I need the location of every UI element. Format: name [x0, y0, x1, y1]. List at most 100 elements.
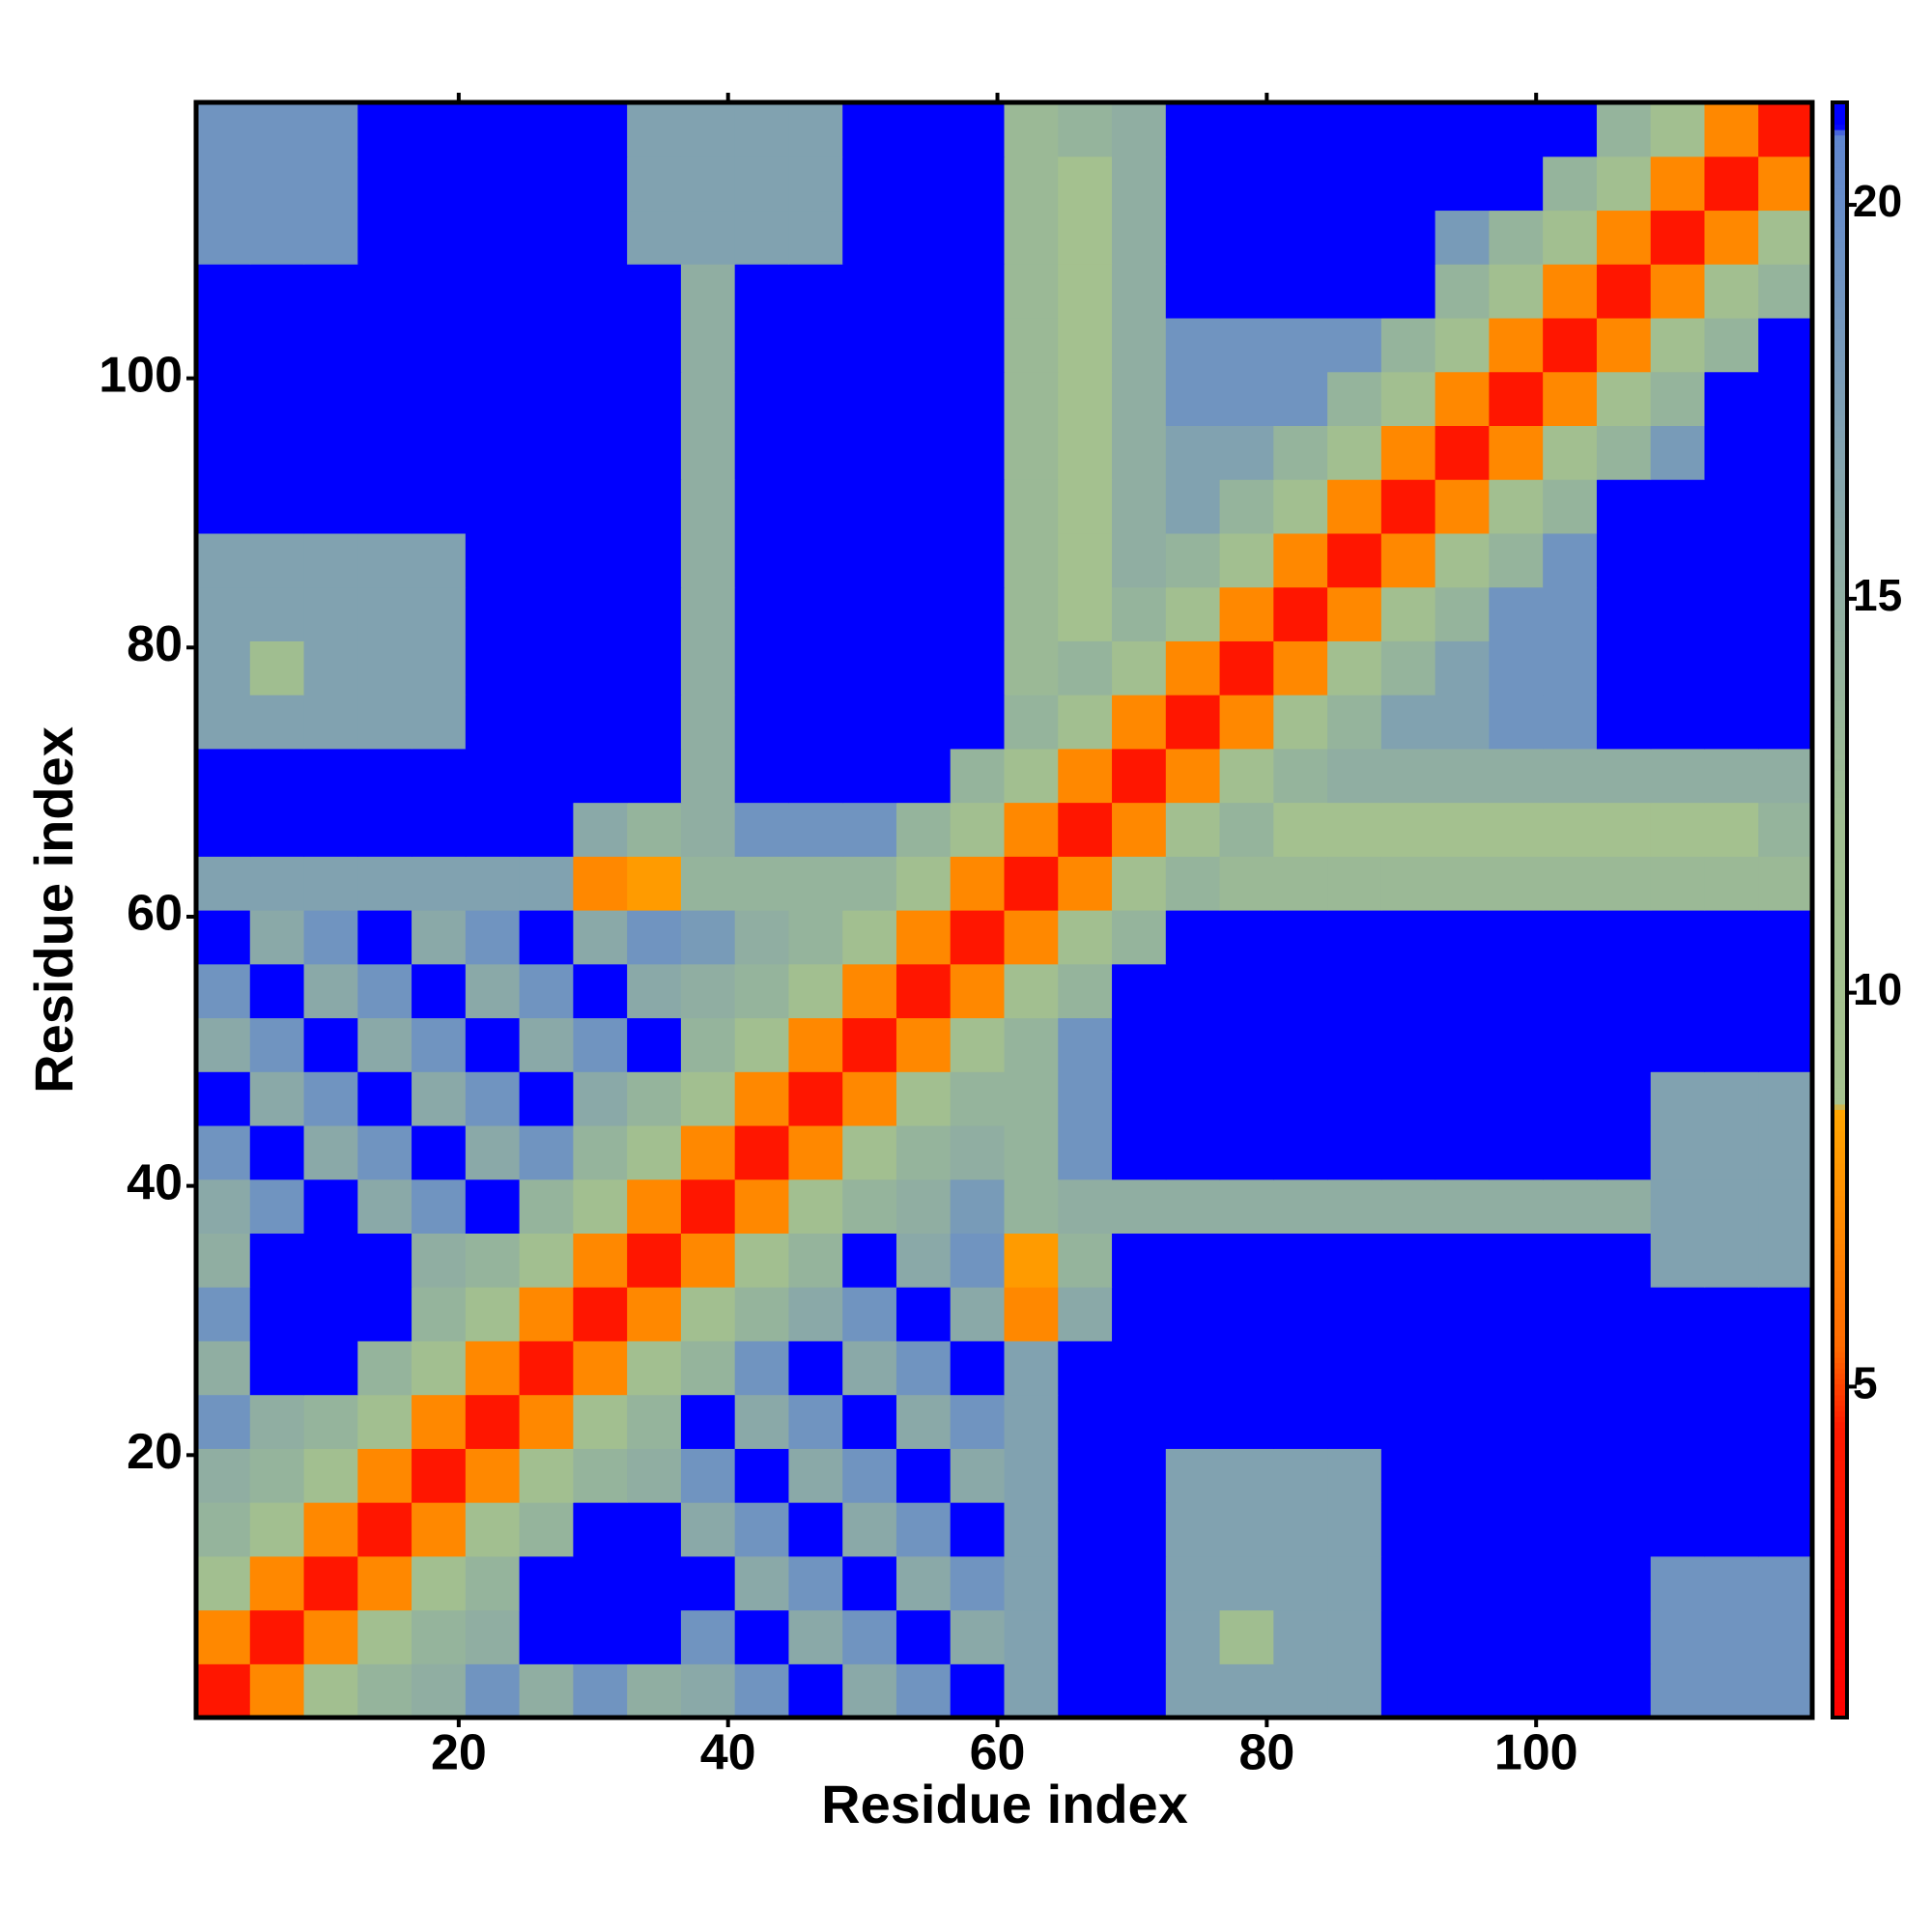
heatmap-cell: [1380, 1124, 1436, 1180]
heatmap-cell: [842, 1179, 897, 1234]
heatmap-cell: [1543, 802, 1598, 857]
heatmap-cell: [1758, 532, 1813, 588]
heatmap-cell: [1058, 1502, 1113, 1557]
heatmap-cell: [465, 1663, 521, 1719]
heatmap-cell: [303, 640, 358, 696]
heatmap-cell: [1219, 1555, 1274, 1611]
colorbar-segment: [1833, 183, 1847, 189]
heatmap-cell: [1650, 317, 1706, 373]
heatmap-cell: [303, 1555, 358, 1611]
colorbar-segment: [1833, 204, 1847, 212]
heatmap-cell: [1543, 963, 1598, 1019]
heatmap-cell: [303, 1124, 358, 1180]
colorbar-segment: [1833, 867, 1847, 873]
heatmap-cell: [788, 963, 843, 1019]
heatmap-cell: [1758, 640, 1813, 696]
heatmap-cell: [196, 1502, 251, 1557]
heatmap-cell: [1112, 695, 1167, 750]
heatmap-cell: [950, 1502, 1006, 1557]
colorbar-segment: [1833, 333, 1847, 341]
colorbar-segment: [1833, 1609, 1847, 1616]
heatmap-cell: [734, 1340, 790, 1396]
heatmap-cell: [1489, 802, 1544, 857]
heatmap-cell: [627, 1287, 682, 1342]
colorbar-segment: [1833, 936, 1847, 944]
colorbar-segment: [1833, 145, 1847, 152]
heatmap-cell: [573, 1124, 628, 1180]
heatmap-cell: [249, 1394, 305, 1449]
heatmap-cell: [249, 1287, 305, 1342]
heatmap-cell: [1650, 1663, 1706, 1719]
heatmap-cell: [1273, 1071, 1328, 1126]
heatmap-cell: [1165, 1071, 1221, 1126]
heatmap-cell: [1112, 371, 1167, 426]
colorbar-tick-label: 10: [1853, 964, 1902, 1014]
heatmap-cell: [1219, 1663, 1274, 1719]
colorbar-segment: [1833, 1507, 1847, 1515]
heatmap-cell: [680, 1663, 736, 1719]
heatmap-cell: [303, 1663, 358, 1719]
heatmap-cell: [1704, 1124, 1759, 1180]
colorbar-segment: [1833, 651, 1847, 658]
heatmap-cell: [842, 1448, 897, 1503]
heatmap-cell: [357, 317, 412, 373]
colorbar-segment: [1833, 1626, 1847, 1633]
heatmap-cell: [1435, 371, 1490, 426]
heatmap-cell: [1165, 479, 1221, 534]
colorbar: 5 10 15 20: [1831, 100, 1902, 1719]
heatmap-cell: [895, 856, 952, 911]
heatmap-cell: [627, 1179, 682, 1234]
heatmap-cell: [788, 1663, 843, 1719]
colorbar-segment: [1833, 1356, 1847, 1363]
heatmap-cell: [249, 210, 305, 265]
heatmap-cell: [357, 1609, 412, 1664]
heatmap-cell: [519, 1502, 574, 1557]
heatmap-cell: [357, 1017, 412, 1072]
heatmap-cell: [1704, 1394, 1759, 1449]
colorbar-segment: [1833, 1572, 1847, 1578]
heatmap-cell: [1112, 1502, 1167, 1557]
heatmap-cell: [950, 1555, 1006, 1611]
heatmap-cell: [196, 532, 251, 588]
heatmap-cell: [1435, 425, 1490, 480]
colorbar-segment: [1833, 672, 1847, 680]
heatmap-cell: [1058, 1179, 1113, 1234]
heatmap-cell: [1650, 1448, 1706, 1503]
heatmap-cell: [519, 1448, 574, 1503]
heatmap-cell: [412, 802, 467, 857]
heatmap-cell: [1165, 1017, 1221, 1072]
heatmap-cell: [1435, 910, 1490, 965]
x-tick-label: 20: [431, 1725, 487, 1781]
heatmap-cell: [734, 802, 790, 857]
heatmap-cell: [412, 1017, 467, 1072]
heatmap-cell: [1758, 371, 1813, 426]
heatmap-cell: [1165, 1502, 1221, 1557]
colorbar-segment: [1833, 898, 1847, 906]
heatmap-cell: [842, 479, 897, 534]
heatmap-cell: [842, 1609, 897, 1664]
heatmap-cell: [412, 425, 467, 480]
colorbar-segment: [1833, 1130, 1847, 1137]
heatmap-cell: [1758, 1233, 1813, 1288]
heatmap-cell: [1058, 317, 1113, 373]
heatmap-cell: [1650, 1394, 1706, 1449]
heatmap-cell: [680, 1394, 736, 1449]
heatmap-cell: [1435, 1394, 1490, 1449]
heatmap-cell: [573, 425, 628, 480]
heatmap-cell: [1004, 586, 1059, 641]
heatmap-cell: [1112, 640, 1167, 696]
heatmap-cell: [1596, 1448, 1652, 1503]
heatmap-cell: [1327, 1071, 1382, 1126]
colorbar-segment: [1833, 1264, 1847, 1272]
heatmap-cell: [1058, 695, 1113, 750]
heatmap-cell: [357, 479, 412, 534]
heatmap-cell: [249, 695, 305, 750]
colorbar-segment: [1833, 845, 1847, 852]
heatmap-cell: [249, 910, 305, 965]
heatmap-cell: [1380, 963, 1436, 1019]
heatmap-cell: [573, 479, 628, 534]
heatmap-cell: [1489, 1287, 1544, 1342]
colorbar-segment: [1833, 387, 1847, 394]
heatmap-cell: [1489, 532, 1544, 588]
